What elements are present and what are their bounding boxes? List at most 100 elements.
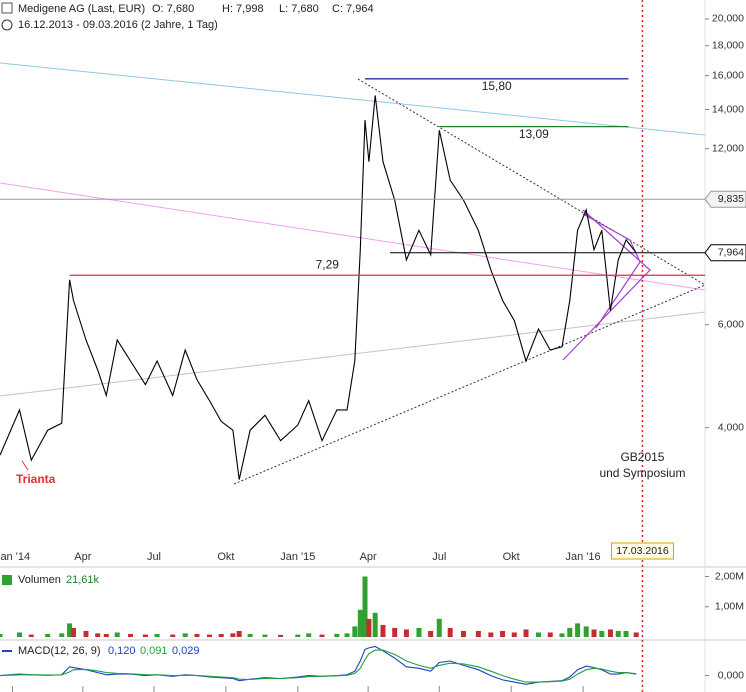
y-tick-label: 14,000 bbox=[712, 103, 744, 115]
volume-bar bbox=[206, 634, 212, 637]
volume-bar bbox=[392, 627, 398, 637]
volume-bar bbox=[59, 633, 65, 637]
volume-bar bbox=[488, 632, 494, 637]
volume-bar bbox=[615, 630, 621, 637]
volume-bar bbox=[247, 633, 253, 637]
y-tick-label: 12,000 bbox=[712, 142, 744, 154]
volume-bar bbox=[575, 623, 581, 637]
volume-bar bbox=[475, 630, 481, 637]
volume-bar bbox=[567, 627, 573, 637]
volume-bar bbox=[142, 634, 148, 637]
volume-bar bbox=[583, 626, 589, 637]
volume-bar bbox=[170, 634, 176, 637]
panel-reading: 21,61k bbox=[66, 574, 100, 586]
panel-reading: 0,029 bbox=[172, 645, 200, 657]
x-tick-label: Okt bbox=[217, 551, 234, 563]
volume-bar bbox=[372, 612, 378, 637]
volume-bar bbox=[366, 618, 372, 637]
level-label: 7,29 bbox=[316, 257, 340, 271]
chart-icon bbox=[1, 2, 13, 14]
price-label-box bbox=[704, 244, 746, 262]
quote: L: 7,680 bbox=[279, 3, 319, 15]
event-label: 17.03.2016 bbox=[616, 545, 669, 557]
x-tick-label: Apr bbox=[360, 551, 377, 563]
panel-reading: 0,120 bbox=[108, 645, 136, 657]
clock-icon bbox=[1, 19, 13, 31]
panel-title: Volumen bbox=[18, 574, 61, 586]
volume-bar bbox=[344, 633, 350, 637]
y-tick-label: 6,000 bbox=[718, 318, 744, 330]
volume-bar bbox=[95, 633, 101, 637]
y-tick-label: 16,000 bbox=[712, 69, 744, 81]
series-line bbox=[0, 649, 637, 683]
volume-bar bbox=[547, 632, 553, 637]
volume-bar bbox=[236, 630, 242, 637]
volume-bar bbox=[623, 630, 629, 637]
quote: H: 7,998 bbox=[222, 3, 264, 15]
volume-bar bbox=[362, 576, 368, 637]
volume-bar bbox=[17, 632, 23, 637]
trend-line bbox=[0, 311, 706, 397]
y-tick-label: 0,000 bbox=[718, 669, 744, 681]
volume-bar bbox=[633, 632, 639, 637]
y-tick-label: 2,00M bbox=[715, 570, 744, 582]
volume-bar bbox=[523, 629, 529, 637]
volume-bar bbox=[334, 633, 340, 637]
volume-bar bbox=[352, 626, 358, 637]
volume-bar bbox=[67, 623, 73, 637]
volume-bar bbox=[511, 632, 517, 637]
volume-bar bbox=[357, 609, 363, 637]
x-tick-label: Okt bbox=[503, 551, 520, 563]
volume-bar bbox=[428, 630, 434, 637]
y-tick-label: 20,000 bbox=[712, 13, 744, 25]
volume-bar bbox=[319, 634, 325, 637]
volume-bar bbox=[403, 629, 409, 637]
x-tick-label: Jan '16 bbox=[566, 551, 601, 563]
volume-bar bbox=[83, 630, 89, 637]
volume-bar bbox=[154, 633, 160, 637]
x-tick-label: Apr bbox=[74, 551, 91, 563]
y-tick-label: 4,000 bbox=[718, 421, 744, 433]
volume-bar bbox=[230, 633, 236, 637]
volume-bar bbox=[218, 633, 224, 637]
volume-bar bbox=[500, 630, 506, 637]
panel-title: MACD(12, 26, 9) bbox=[18, 645, 101, 657]
trend-line bbox=[0, 182, 706, 291]
volume-bar bbox=[278, 634, 284, 637]
quote: C: 7,964 bbox=[332, 3, 374, 15]
volume-bar bbox=[599, 630, 605, 637]
y-tick-label: 18,000 bbox=[712, 39, 744, 51]
price-label: 9,835 bbox=[718, 193, 744, 205]
panel-reading: 0,091 bbox=[140, 645, 168, 657]
volume-bar bbox=[0, 633, 3, 637]
x-tick-label: Jul bbox=[432, 551, 446, 563]
triangle-line bbox=[357, 78, 706, 286]
volume-bar bbox=[559, 633, 565, 637]
volume-bar bbox=[103, 633, 109, 637]
event-text: und Symposium bbox=[599, 466, 685, 480]
volume-bar bbox=[114, 632, 120, 637]
level-label: 15,80 bbox=[482, 79, 512, 93]
triangle-line bbox=[233, 284, 706, 485]
volume-bar bbox=[416, 627, 422, 637]
volume-bar bbox=[380, 624, 386, 637]
volume-bar bbox=[591, 629, 597, 637]
series-line bbox=[0, 95, 637, 480]
x-tick-label: Jul bbox=[147, 551, 161, 563]
annotation: Trianta bbox=[16, 472, 56, 486]
price-label-box bbox=[704, 190, 746, 208]
volume-bar bbox=[306, 633, 312, 637]
legend-icon bbox=[2, 575, 12, 585]
volume-bar bbox=[28, 634, 34, 637]
volume-bar bbox=[607, 629, 613, 637]
y-tick-label: 1,00M bbox=[715, 601, 744, 613]
triangle-line bbox=[562, 209, 651, 361]
volume-bar bbox=[295, 634, 301, 637]
x-tick-label: Jan '14 bbox=[0, 551, 30, 563]
volume-bar bbox=[128, 633, 134, 637]
volume-bar bbox=[194, 633, 200, 637]
chart-title: Medigene AG (Last, EUR) bbox=[18, 3, 145, 15]
